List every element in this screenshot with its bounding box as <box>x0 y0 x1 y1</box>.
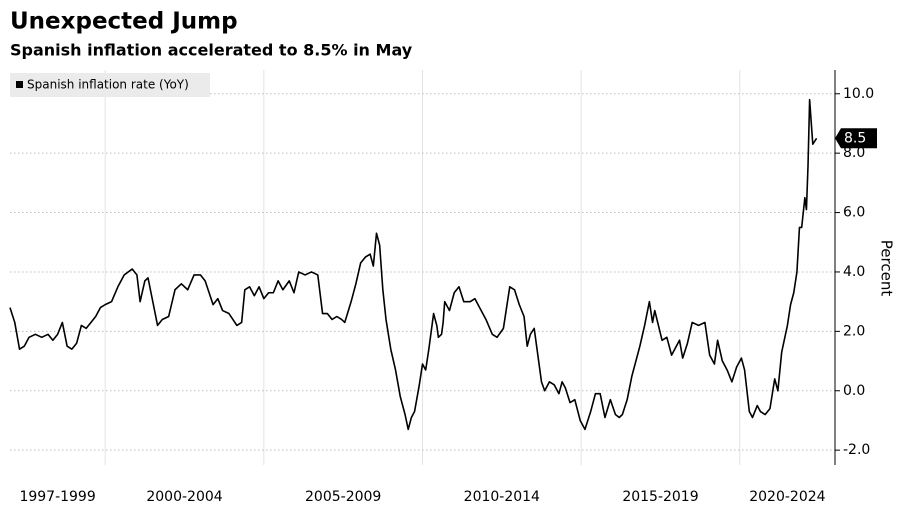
y-axis-title: Percent <box>878 240 896 297</box>
x-tick-label: 2015-2019 <box>622 489 698 505</box>
value-flag <box>835 128 877 149</box>
x-tick-label: 2000-2004 <box>146 489 222 505</box>
line-series <box>9 98 818 431</box>
y-tick-label: 6.0 <box>843 205 865 221</box>
legend-label: Spanish inflation rate (YoY) <box>27 78 189 92</box>
value-flag-label: 8.5 <box>844 130 866 146</box>
chart-subtitle: Spanish inflation accelerated to 8.5% in… <box>10 41 413 60</box>
y-tick-label: 10.0 <box>843 86 874 102</box>
y-tick-label: 8.0 <box>843 145 865 161</box>
y-tick-label: -2.0 <box>843 442 870 458</box>
x-tick-label: 2020-2024 <box>749 489 825 505</box>
x-tick-label: 2010-2014 <box>464 489 540 505</box>
chart-title: Unexpected Jump <box>10 9 238 35</box>
y-tick-label: 0.0 <box>843 383 865 399</box>
x-tick-label: 2005-2009 <box>305 489 381 505</box>
legend: Spanish inflation rate (YoY) <box>10 73 210 97</box>
legend-swatch <box>16 81 23 88</box>
y-tick-label: 2.0 <box>843 323 865 339</box>
x-tick-label: 1997-1999 <box>19 489 95 505</box>
legend-box <box>10 73 210 97</box>
y-tick-label: 4.0 <box>843 264 865 280</box>
